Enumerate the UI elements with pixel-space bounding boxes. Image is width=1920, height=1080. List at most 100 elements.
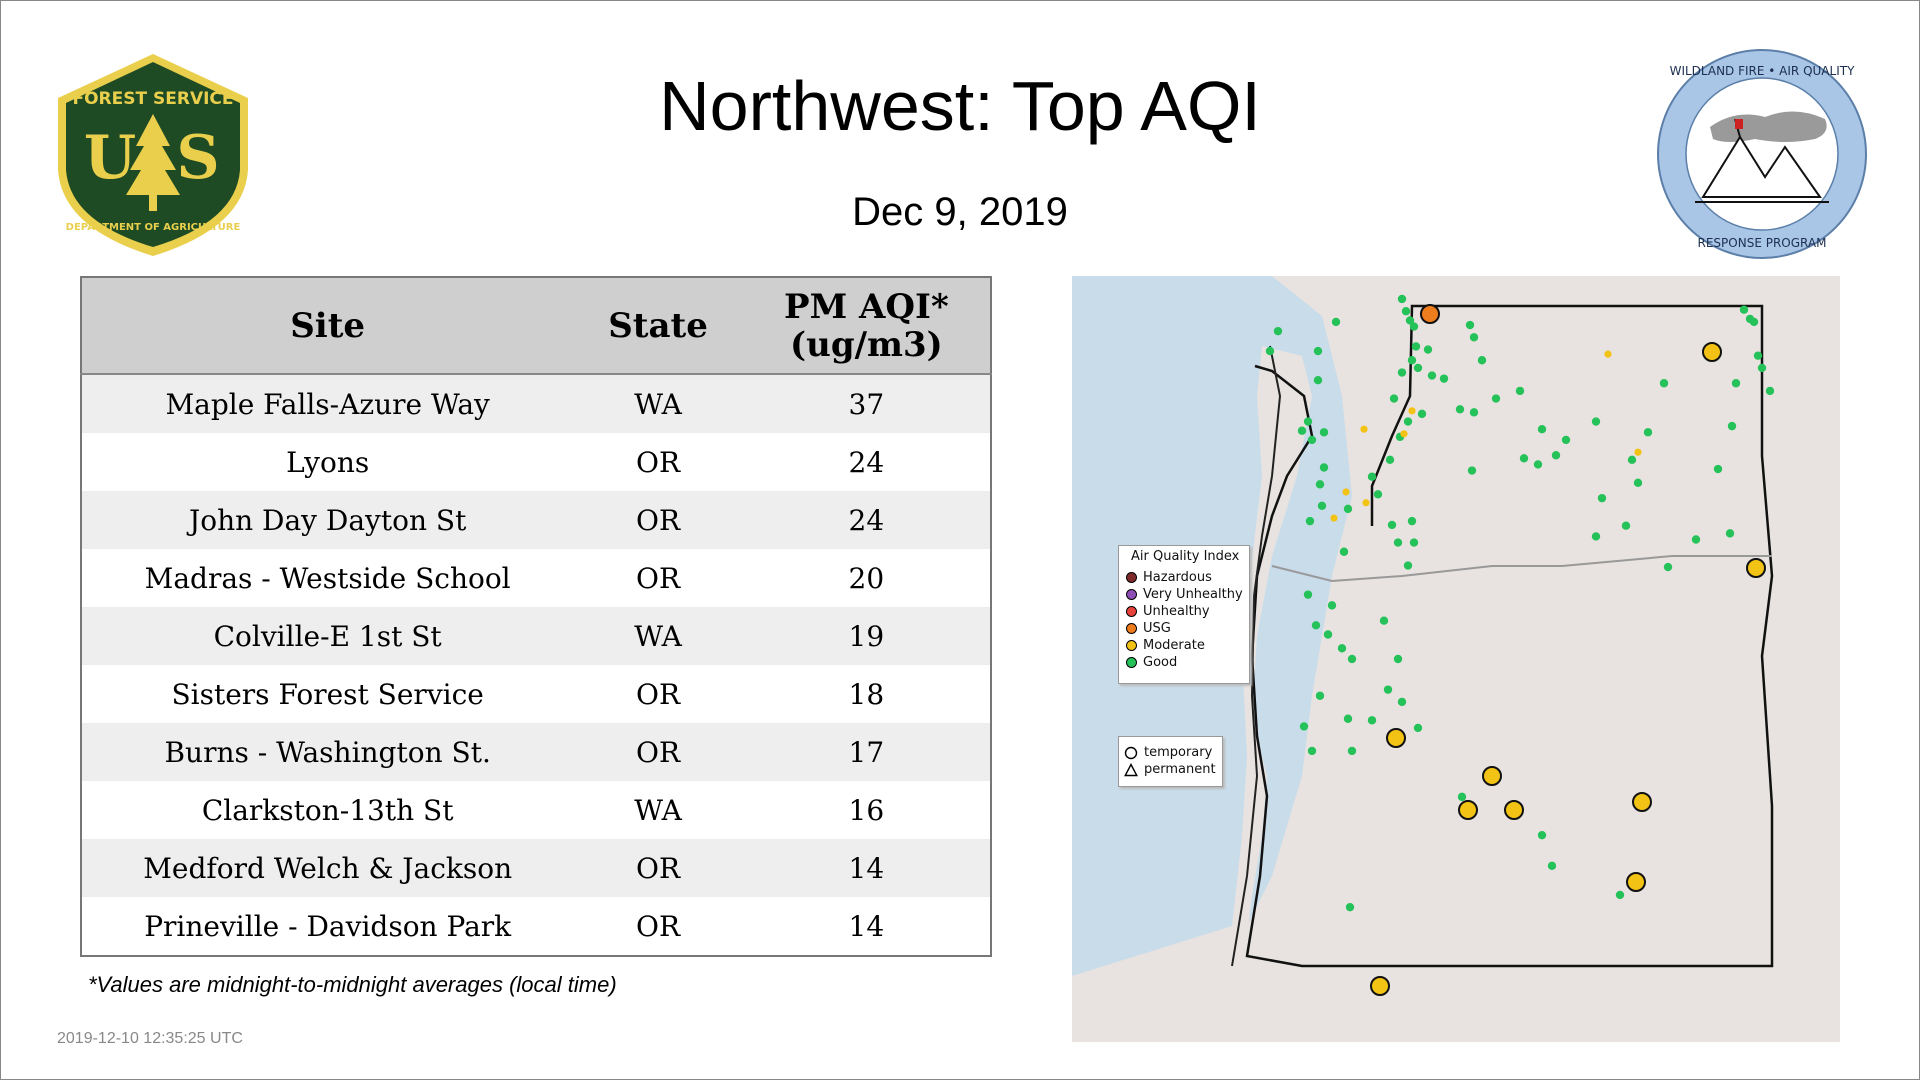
state-cell: OR — [573, 897, 743, 956]
good-monitor-dot — [1457, 792, 1467, 802]
pm-aqi-header-line1: PM AQI* — [784, 286, 949, 327]
pm-aqi-header-line2: (ug/m3) — [790, 324, 943, 365]
state-cell: OR — [573, 549, 743, 607]
good-monitor-dot — [1311, 621, 1321, 630]
good-monitor-dot — [1265, 346, 1275, 356]
good-monitor-dot — [1401, 307, 1411, 316]
good-monitor-dot — [1387, 520, 1397, 530]
aqi-cell: 14 — [742, 839, 991, 897]
legend-item: Good — [1119, 654, 1249, 671]
svg-text:FOREST SERVICE: FOREST SERVICE — [72, 89, 233, 109]
state-column-header: State — [573, 277, 743, 375]
legend-item: Hazardous — [1119, 569, 1249, 586]
top-aqi-table: Site State PM AQI* (ug/m3) Maple Falls-A… — [80, 276, 992, 957]
state-cell: WA — [573, 781, 743, 839]
good-monitor-dot — [1409, 322, 1419, 331]
good-monitor-dot — [1307, 435, 1317, 445]
good-monitor-dot — [1615, 890, 1625, 900]
legend-label: Hazardous — [1143, 570, 1212, 585]
good-monitor-dot — [1313, 346, 1323, 356]
good-monitor-dot — [1597, 493, 1607, 503]
good-monitor-dot — [1389, 394, 1399, 403]
site-cell: Prineville - Davidson Park — [81, 897, 574, 956]
aqi-cell: 17 — [742, 723, 991, 781]
good-monitor-dot — [1519, 454, 1529, 463]
good-monitor-dot — [1273, 326, 1283, 336]
svg-text:DEPARTMENT OF AGRICULTURE: DEPARTMENT OF AGRICULTURE — [66, 222, 241, 233]
state-cell: WA — [573, 607, 743, 665]
legend-label: Unhealthy — [1143, 604, 1210, 619]
good-monitor-dot — [1403, 417, 1413, 426]
good-monitor-dot — [1299, 722, 1309, 731]
good-monitor-dot — [1753, 351, 1763, 360]
good-monitor-dot — [1725, 529, 1735, 538]
temporary-monitors — [1370, 304, 1766, 996]
moderate-monitor-dot — [1604, 350, 1612, 358]
table-row: Lyons OR 24 — [81, 433, 991, 491]
state-cell: OR — [573, 433, 743, 491]
good-monitor-dot — [1427, 371, 1437, 380]
legend-label: Very Unhealthy — [1143, 587, 1243, 602]
good-monitor-dot — [1317, 501, 1327, 510]
table-header-row: Site State PM AQI* (ug/m3) — [81, 277, 991, 375]
temporary-monitor-marker — [1504, 800, 1524, 820]
good-monitor-dot — [1537, 425, 1547, 434]
good-monitor-dot — [1423, 345, 1433, 354]
good-monitor-dot — [1591, 532, 1601, 541]
moderate-monitor-dot — [1342, 488, 1350, 496]
legend-item: Moderate — [1119, 637, 1249, 654]
wa-or-state-line — [1271, 555, 1772, 583]
good-monitor-dot — [1469, 333, 1479, 342]
good-monitor-dot — [1319, 428, 1329, 437]
permanent-label: permanent — [1144, 762, 1216, 777]
good-monitor-dot — [1465, 320, 1475, 330]
good-monitor-dot — [1627, 455, 1637, 465]
good-monitor-dot — [1469, 408, 1479, 417]
permanent-legend-item: permanent — [1119, 761, 1222, 778]
good-monitor-dot — [1305, 516, 1315, 526]
site-cell: Burns - Washington St. — [81, 723, 574, 781]
good-monitor-dot — [1315, 691, 1325, 700]
good-monitor-dot — [1551, 451, 1561, 460]
good-monitor-dot — [1397, 294, 1407, 304]
good-monitor-dot — [1403, 561, 1413, 570]
temporary-monitor-marker — [1482, 766, 1502, 786]
aqi-cell: 16 — [742, 781, 991, 839]
good-monitor-dot — [1393, 538, 1403, 547]
site-cell: Lyons — [81, 433, 574, 491]
state-cell: OR — [573, 491, 743, 549]
legend-swatch — [1126, 657, 1137, 668]
map-land-coast — [1072, 346, 1312, 1042]
state-cell: OR — [573, 723, 743, 781]
good-monitor-dot — [1731, 379, 1741, 388]
good-monitor-dot — [1331, 317, 1341, 327]
good-monitor-dot — [1397, 368, 1407, 377]
site-cell: Sisters Forest Service — [81, 665, 574, 723]
wildland-fire-air-quality-logo: WILDLAND FIRE • AIR QUALITY RESPONSE PRO… — [1657, 49, 1867, 259]
good-monitor-dot — [1407, 356, 1417, 365]
site-cell: Madras - Westside School — [81, 549, 574, 607]
aqi-legend-title: Air Quality Index — [1131, 549, 1240, 564]
good-monitor-dot — [1337, 644, 1347, 653]
aqi-cell: 19 — [742, 607, 991, 665]
legend-item: Very Unhealthy — [1119, 586, 1249, 603]
moderate-monitor-dot — [1408, 407, 1416, 415]
temporary-label: temporary — [1144, 745, 1213, 760]
table-row: Medford Welch & Jackson OR 14 — [81, 839, 991, 897]
aqi-cell: 14 — [742, 897, 991, 956]
aqi-cell: 24 — [742, 491, 991, 549]
table-row: Madras - Westside School OR 20 — [81, 549, 991, 607]
good-monitor-dot — [1749, 317, 1759, 327]
coast-line — [1231, 345, 1282, 967]
good-monitor-dot — [1339, 547, 1349, 556]
good-monitor-dot — [1343, 714, 1353, 723]
table-body: Maple Falls-Azure Way WA 37 Lyons OR 24 John D… — [81, 374, 991, 956]
good-monitor-dot — [1727, 421, 1737, 431]
good-monitor-dot — [1533, 460, 1543, 469]
circle-icon — [1124, 746, 1138, 759]
site-column-header: Site — [81, 277, 574, 375]
temporary-monitor-marker — [1632, 792, 1652, 812]
good-monitor-dot — [1383, 685, 1393, 694]
site-cell: Clarkston-13th St — [81, 781, 574, 839]
temporary-monitor-marker — [1458, 800, 1478, 820]
